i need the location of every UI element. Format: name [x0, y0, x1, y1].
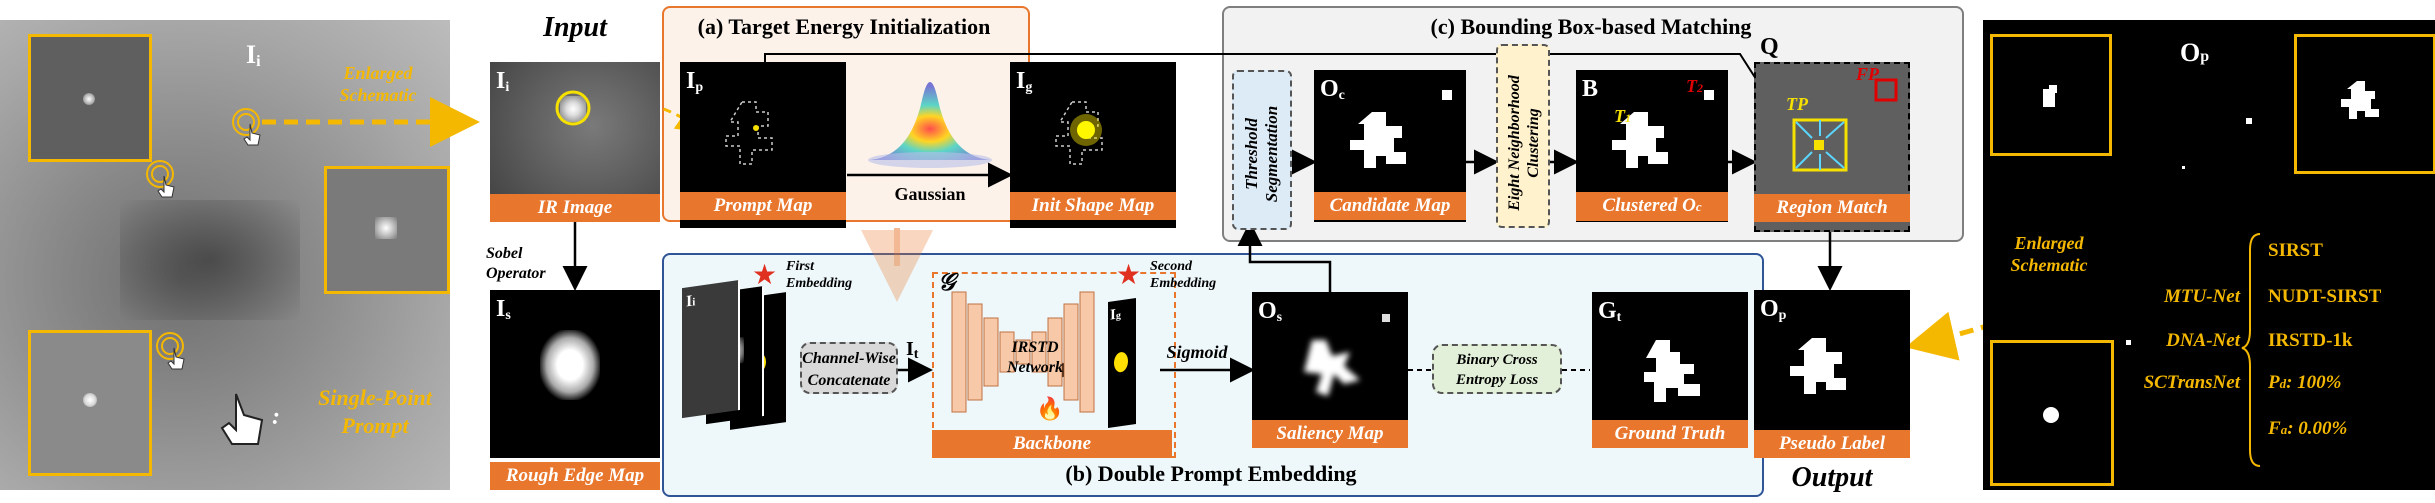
- prompt-map-label: Prompt Map: [680, 192, 846, 220]
- output-title: Output: [1791, 462, 1873, 493]
- sigmoid-label: Sigmoid: [1166, 342, 1228, 362]
- tiny-target-2: [2182, 166, 2185, 169]
- tiny-target-1: [2246, 118, 2252, 124]
- gaussian-surface: [868, 82, 992, 168]
- backbone-label: Backbone: [932, 430, 1172, 458]
- method-mtu-net: MTU-Net: [2164, 286, 2240, 307]
- bracket: [2241, 233, 2261, 467]
- star-icon-2: ★: [1116, 260, 1142, 291]
- single-point-prompt: Single-Point Prompt: [318, 385, 432, 438]
- fire-icon: 🔥: [1036, 396, 1064, 421]
- left-label-ii: Ii: [246, 40, 261, 70]
- ir-image-label: IR Image: [490, 194, 660, 222]
- region-match-label: Region Match: [1754, 194, 1910, 222]
- left-inset-top: [28, 34, 152, 162]
- left-target-markers: [146, 108, 264, 445]
- right-inset-bottom-left: [1990, 340, 2114, 486]
- right-inset-top-left: [1990, 34, 2112, 156]
- backbone-network-shape: [951, 291, 1095, 413]
- left-inset-right: [324, 166, 450, 294]
- star-icon: ★: [752, 260, 778, 291]
- pseudo-label-label: Pseudo Label: [1754, 430, 1910, 458]
- target-marker-3: [156, 332, 184, 360]
- ground-truth-label: Ground Truth: [1592, 420, 1748, 448]
- metric-pd: Pd: 100%: [2268, 372, 2342, 393]
- tiny-target-3: [2126, 340, 2131, 345]
- left-enlarged-schematic: Enlarged Schematic: [339, 63, 417, 105]
- network-label: IRSTD Network: [1007, 339, 1063, 376]
- method-sctransnet: SCTransNet: [2143, 372, 2240, 393]
- candidate-map-label: Candidate Map: [1314, 192, 1466, 220]
- dataset-irstd-1k: IRSTD-1k: [2268, 330, 2353, 351]
- section-b-title: (b) Double Prompt Embedding: [1065, 461, 1357, 486]
- dataset-nudt-sirst: NUDT-SIRST: [2268, 286, 2382, 307]
- sobel-operator: Sobel Operator: [486, 245, 546, 282]
- saliency-label: Saliency Map: [1252, 420, 1408, 448]
- section-c-title: (c) Bounding Box-based Matching: [1430, 14, 1752, 39]
- target-marker-2: [146, 160, 174, 188]
- g-symbol: 𝒢: [938, 270, 956, 296]
- left-colon: :: [272, 404, 280, 430]
- rough-edge-map: Is: [490, 290, 660, 458]
- second-embedding: Second Embedding: [1150, 259, 1217, 291]
- right-inset-top-right: [2294, 34, 2435, 174]
- first-embedding: First Embedding: [786, 259, 853, 291]
- clustering-box: Eight Neighborhood Clustering: [1496, 44, 1550, 228]
- second-ig-image: Ig: [1108, 298, 1136, 428]
- right-op-label: Op: [2180, 38, 2210, 67]
- q-label: Q: [1760, 34, 1779, 60]
- stack-image-ii: Ii: [682, 279, 740, 419]
- rough-edge-label: Rough Edge Map: [490, 462, 660, 490]
- input-title: Input: [543, 12, 607, 43]
- hand-pointer-icons: [157, 123, 261, 370]
- metric-fa: Fa: 0.00%: [2268, 418, 2348, 439]
- left-inset-bottom: [28, 330, 152, 476]
- right-enlarged-schematic: Enlarged Schematic: [2010, 233, 2088, 275]
- left-dark-cloud: [120, 200, 300, 320]
- threshold-box: Threshold Segmentation: [1232, 70, 1292, 230]
- large-hand-icon: [220, 393, 264, 445]
- clustered-label: Clustered Oc: [1576, 192, 1728, 221]
- gaussian-label: Gaussian: [894, 184, 966, 204]
- init-shape-label: Init Shape Map: [1010, 192, 1176, 220]
- channel-concat-box: Channel-Wise Concatenate: [800, 342, 898, 394]
- target-marker-1: [232, 108, 260, 136]
- method-dna-net: DNA-Net: [2166, 330, 2240, 351]
- section-a-title: (a) Target Energy Initialization: [697, 14, 991, 39]
- dataset-sirst: SIRST: [2268, 240, 2323, 261]
- it-label: It: [906, 338, 919, 362]
- bce-loss-box: Binary Cross Entropy Loss: [1432, 344, 1562, 394]
